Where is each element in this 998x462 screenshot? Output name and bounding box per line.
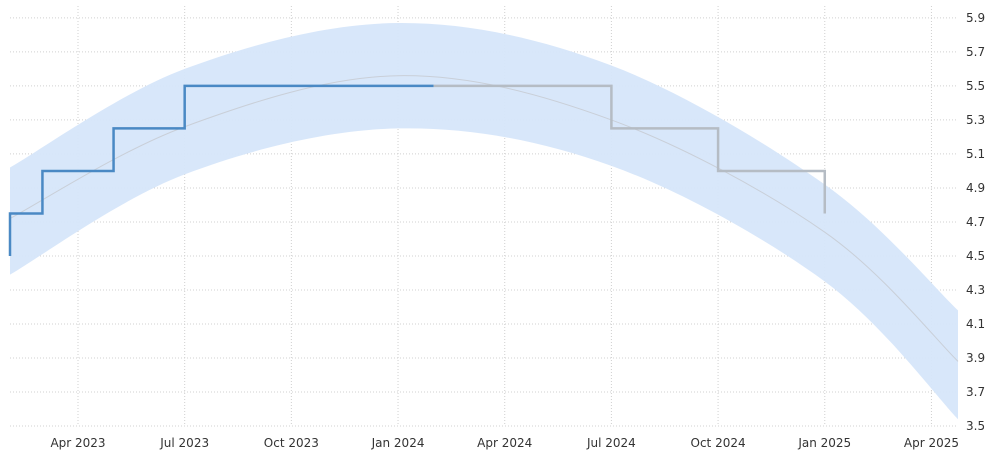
- forecast-band: [10, 22, 958, 420]
- y-tick-label: 5.9: [966, 11, 985, 25]
- y-tick-label: 5.3: [966, 113, 985, 127]
- x-tick-label: Jul 2023: [159, 436, 209, 450]
- y-tick-label: 4.7: [966, 215, 985, 229]
- forecast-series-line: [433, 84, 827, 214]
- actual-series-line: [8, 84, 434, 256]
- y-tick-label: 5.1: [966, 147, 985, 161]
- y-tick-label: 4.5: [966, 249, 985, 263]
- y-tick-label: 4.3: [966, 283, 985, 297]
- x-tick-label: Oct 2023: [264, 436, 319, 450]
- y-tick-label: 3.9: [966, 351, 985, 365]
- y-tick-label: 4.9: [966, 181, 985, 195]
- x-tick-label: Jul 2024: [586, 436, 636, 450]
- x-tick-label: Apr 2025: [904, 436, 959, 450]
- x-tick-label: Apr 2023: [50, 436, 105, 450]
- x-tick-label: Jan 2025: [797, 436, 851, 450]
- y-tick-label: 3.7: [966, 385, 985, 399]
- trend-line: [9, 75, 959, 362]
- x-tick-label: Apr 2024: [477, 436, 532, 450]
- y-tick-label: 5.7: [966, 45, 985, 59]
- x-tick-label: Oct 2024: [691, 436, 746, 450]
- y-tick-label: 4.1: [966, 317, 985, 331]
- y-tick-label: 5.5: [966, 79, 985, 93]
- y-tick-label: 3.5: [966, 419, 985, 433]
- x-tick-label: Jan 2024: [371, 436, 425, 450]
